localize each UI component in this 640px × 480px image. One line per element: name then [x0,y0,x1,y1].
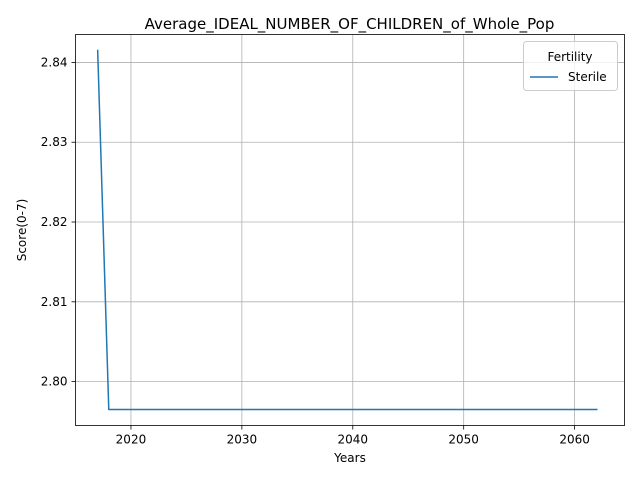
x-tick-label: 2020 [116,433,147,447]
x-axis-ticks: 2020 2030 2040 2050 2060 [116,425,590,447]
plot-area-frame [75,34,625,426]
y-tick-label: 2.80 [41,375,68,389]
y-tick-label: 2.82 [41,215,68,229]
y-tick-label: 2.83 [41,135,68,149]
chart-title: Average_IDEAL_NUMBER_OF_CHILDREN_of_Whol… [145,15,555,34]
x-tick-label: 2030 [227,433,258,447]
x-tick-label: 2060 [559,433,590,447]
y-axis-label: Score(0-7) [15,199,29,262]
x-axis-label: Years [333,451,366,465]
y-axis-ticks: 2.80 2.81 2.82 2.83 2.84 [41,55,76,389]
x-gridlines [130,34,575,426]
x-tick-label: 2040 [337,433,368,447]
legend: Fertility Sterile [523,41,618,91]
y-tick-label: 2.84 [41,55,68,69]
y-tick-label: 2.81 [41,295,68,309]
legend-label-sterile: Sterile [568,70,607,84]
series-line-sterile [96,49,598,411]
x-tick-label: 2050 [448,433,479,447]
series-layer [96,49,598,411]
legend-title: Fertility [547,50,592,64]
legend-box [523,41,618,91]
